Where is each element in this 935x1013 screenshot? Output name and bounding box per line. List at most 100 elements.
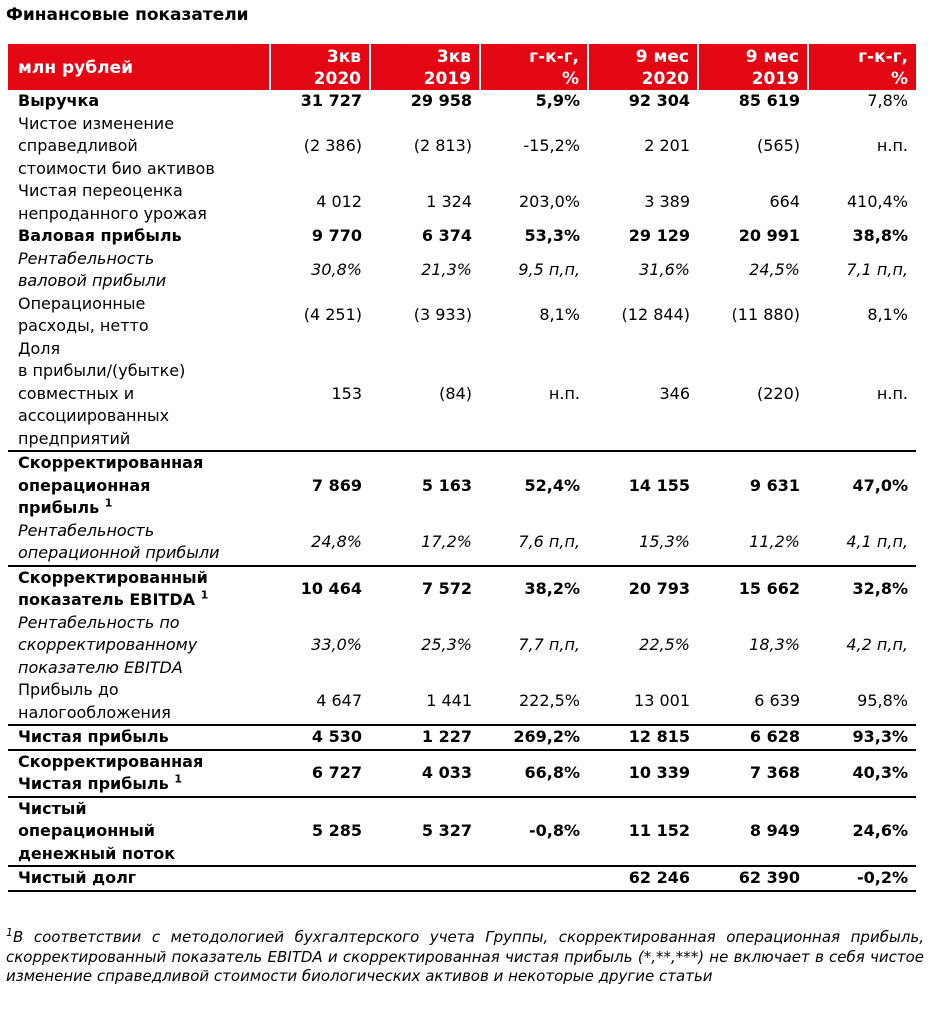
value-cell: (220)	[756, 383, 800, 403]
value-cell: 38,8%	[852, 226, 908, 245]
header-cell: 3кв 2019	[369, 44, 480, 90]
value-cell: 20 793	[588, 564, 698, 612]
value-cell: 3 389	[644, 192, 690, 212]
value-cell: 40,3%	[808, 748, 916, 797]
label-line: денежный поток	[18, 843, 176, 863]
label-line: Чистая переоценка	[18, 181, 183, 200]
table-row: Доля в прибыли/(убытке) совместных и ассоци…	[8, 338, 916, 452]
value-cell: (4 251)	[303, 304, 362, 324]
value-cell: 31,6%	[639, 259, 690, 279]
label-line: расходы, нетто	[18, 316, 149, 335]
label-line: операционная	[18, 475, 151, 495]
value-cell: 29 958	[410, 91, 472, 110]
value-cell: 21,3%	[421, 259, 472, 279]
table-row: Чистое изменение справедливой стоимости би…	[8, 113, 916, 181]
label-line: Рентабельность по	[18, 612, 180, 632]
value-cell: 5 163	[370, 450, 480, 520]
header-line: %	[561, 69, 579, 89]
value-cell: 6 639	[754, 691, 800, 711]
value-cell: н.п.	[876, 136, 908, 155]
value-cell: 24,5%	[749, 259, 800, 279]
value-cell: 4 033	[370, 748, 480, 797]
header-cell: 9 мес 2020	[587, 44, 698, 90]
value-cell: 32,8%	[808, 564, 916, 612]
value-cell	[480, 865, 588, 892]
label-line: налогообложения	[18, 702, 171, 722]
value-cell: 8,1%	[867, 304, 908, 324]
label-line: Чистый	[18, 798, 87, 818]
value-cell: 33,0%	[311, 635, 362, 654]
value-cell: (2 813)	[413, 136, 472, 155]
value-cell: 92 304	[628, 91, 690, 110]
value-cell: 410,4%	[846, 192, 908, 212]
label-line: операционной прибыли	[18, 543, 220, 562]
table-row: Чистая прибыль 4 530 1 227 269,2% 12 815 6 62…	[8, 724, 916, 750]
value-cell: 5 327	[370, 795, 480, 866]
header-line: 3кв	[436, 47, 471, 67]
table-row: Рентабельность операционной прибыли 24,8% 1…	[8, 520, 916, 566]
value-cell: (11 880)	[731, 304, 800, 324]
label-line: Операционные	[18, 293, 146, 313]
value-cell: 29 129	[628, 226, 690, 245]
label-line: Выручка	[18, 91, 100, 110]
table-row: Скорректированный показатель EBITDA 1 10 4…	[8, 564, 916, 612]
row-label: Скорректированная Чистая прибыль 1	[8, 748, 270, 797]
header-line: %	[890, 69, 908, 89]
footnote-ref: 1	[104, 496, 113, 510]
value-cell: 8 949	[698, 795, 808, 866]
value-cell: 269,2%	[480, 724, 588, 750]
value-cell: 24,6%	[808, 795, 916, 866]
value-cell: -0,8%	[480, 795, 588, 866]
header-cell: 3кв 2020	[269, 44, 370, 90]
value-cell: 66,8%	[480, 748, 588, 797]
label-line: справедливой	[18, 136, 138, 155]
value-cell: 30,8%	[311, 259, 362, 279]
value-cell: 18,3%	[749, 635, 800, 654]
label-line: Скорректированный	[18, 567, 208, 587]
value-cell: 25,3%	[421, 635, 472, 654]
row-label: Скорректированный показатель EBITDA 1	[8, 564, 270, 612]
row-label: Чистое изменение справедливой стоимости би…	[8, 113, 270, 181]
label-line: валовой прибыли	[18, 271, 167, 290]
value-cell: 9 631	[698, 450, 808, 520]
header-line: г-к-г,	[529, 47, 579, 67]
value-cell: 4 530	[270, 724, 370, 750]
value-cell: 222,5%	[518, 691, 580, 711]
table-row: Рентабельность валовой прибыли 30,8% 21,3% 9…	[8, 248, 916, 293]
header-label: млн рублей	[8, 44, 270, 90]
label-line: Скорректированная	[18, 453, 204, 472]
value-cell: 10 464	[270, 564, 370, 612]
header-line: 2019	[751, 69, 799, 89]
label-line: непроданного урожая	[18, 203, 207, 223]
label-line: Чистая прибыль	[18, 727, 169, 746]
value-cell: 7,7 п,п,	[518, 635, 580, 654]
label-line: ассоциированных	[18, 406, 170, 425]
value-cell: 85 619	[738, 91, 800, 110]
value-cell: 13 001	[634, 691, 690, 711]
value-cell: 6 374	[421, 226, 472, 245]
row-label: Операционные расходы, нетто	[8, 293, 270, 338]
row-label: Рентабельность операционной прибыли	[8, 520, 270, 566]
value-cell: 7 869	[270, 450, 370, 520]
value-cell: 153	[331, 383, 362, 403]
header-line: 9 мес	[635, 47, 689, 67]
label-line: предприятий	[18, 428, 131, 448]
value-cell: 31 727	[300, 91, 362, 110]
header-cell: г-к-г,%	[807, 44, 916, 90]
table-row: Операционные расходы, нетто (4 251) (3 933)…	[8, 293, 916, 338]
value-cell: н.п.	[876, 383, 908, 403]
value-cell: 10 339	[588, 748, 698, 797]
value-cell: 6 727	[270, 748, 370, 797]
table-row: Выручка 31 727 29 958 5,9% 92 304 85 619 7,8%	[8, 90, 916, 113]
label-line: Валовая прибыль	[18, 226, 182, 245]
value-cell: 4 012	[316, 192, 362, 212]
value-cell: 11 152	[588, 795, 698, 866]
header-line: 2019	[423, 69, 471, 89]
row-label: Чистая переоценка непроданного урожая	[8, 180, 270, 225]
value-cell: н.п.	[548, 383, 580, 403]
footnote-marker: 1	[6, 926, 13, 939]
value-cell: 9 770	[311, 226, 362, 245]
value-cell: 15 662	[698, 564, 808, 612]
label-line: Чистая прибыль 1	[18, 772, 182, 793]
